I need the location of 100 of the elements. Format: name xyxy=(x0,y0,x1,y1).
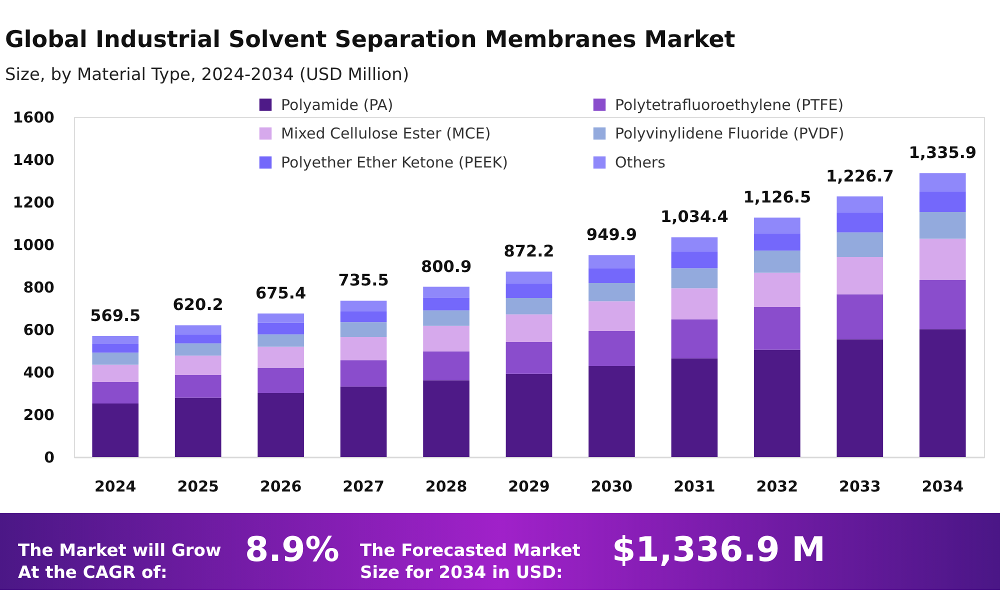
bar xyxy=(919,329,966,457)
total-label: 1,226.7 xyxy=(826,166,894,186)
bar xyxy=(340,386,387,457)
y-tick-label: 1000 xyxy=(12,236,54,254)
total-label: 800.9 xyxy=(420,256,472,276)
total-label: 1,034.4 xyxy=(660,207,728,226)
total-label: 735.5 xyxy=(338,270,389,290)
total-label: 675.4 xyxy=(256,283,306,302)
bar xyxy=(340,336,387,360)
bar xyxy=(258,346,304,368)
bar xyxy=(754,218,800,234)
bar xyxy=(919,280,966,330)
chart-subtitle: Size, by Material Type, 2024-2034 (USD Million) xyxy=(5,65,410,85)
bar xyxy=(588,268,635,283)
bar xyxy=(174,325,222,334)
bar xyxy=(506,342,552,374)
bar xyxy=(423,286,470,298)
bar xyxy=(92,364,139,382)
bar xyxy=(506,283,552,298)
total-label: 872.2 xyxy=(504,242,554,261)
bar xyxy=(836,212,884,232)
y-tick-label: 200 xyxy=(23,406,54,424)
bar xyxy=(919,238,966,280)
bar xyxy=(92,403,139,457)
bar xyxy=(836,196,884,212)
bar xyxy=(174,343,222,356)
bar xyxy=(671,319,718,358)
x-tick-label: 2025 xyxy=(177,478,219,496)
chart-title: Global Industrial Solvent Separation Membranes Market xyxy=(5,27,736,53)
y-tick-label: 0 xyxy=(44,448,54,466)
legend-label: Polytetrafluoroethylene (PTFE) xyxy=(615,96,844,114)
legend-label: Polyether Ether Ketone (PEEK) xyxy=(281,154,508,172)
x-tick-label: 2034 xyxy=(922,478,964,496)
bar xyxy=(258,368,304,394)
bar xyxy=(258,334,304,347)
total-label: 1,335.9 xyxy=(908,143,977,162)
bar xyxy=(671,251,718,268)
bar xyxy=(754,272,800,307)
bar xyxy=(340,311,387,322)
bar xyxy=(754,250,800,273)
total-label: 620.2 xyxy=(172,295,224,314)
bar xyxy=(506,272,552,284)
legend-label: Polyamide (PA) xyxy=(281,96,394,114)
bar xyxy=(754,350,800,457)
y-tick-label: 400 xyxy=(23,364,54,382)
bar xyxy=(671,237,718,252)
bar xyxy=(92,344,139,353)
x-tick-label: 2029 xyxy=(508,478,550,496)
x-tick-label: 2032 xyxy=(756,478,798,496)
x-tick-label: 2024 xyxy=(94,478,136,496)
total-label: 949.9 xyxy=(586,225,638,244)
bar xyxy=(588,255,635,268)
bar xyxy=(588,330,635,366)
bar xyxy=(919,173,966,192)
y-tick-label: 1600 xyxy=(12,108,54,126)
x-tick-label: 2028 xyxy=(425,478,468,496)
y-tick-label: 600 xyxy=(23,321,54,339)
bar xyxy=(588,366,635,457)
bar xyxy=(340,360,387,387)
bar xyxy=(423,326,470,352)
bar xyxy=(174,398,222,457)
bar xyxy=(174,356,222,375)
x-tick-label: 2027 xyxy=(342,478,384,496)
y-tick-label: 1200 xyxy=(12,194,54,212)
bar xyxy=(174,374,222,398)
total-label: 1,126.5 xyxy=(743,188,812,207)
bar xyxy=(506,374,552,457)
legend-label: Others xyxy=(615,154,666,172)
bar xyxy=(671,268,718,288)
bar xyxy=(506,314,552,342)
x-tick-label: 2030 xyxy=(590,478,633,496)
x-tick-label: 2026 xyxy=(260,478,302,496)
bar xyxy=(258,313,304,323)
bar xyxy=(340,300,387,312)
bar xyxy=(423,310,470,326)
text: The Market will Grow At the CAGR of: xyxy=(18,541,222,584)
bar xyxy=(340,322,387,337)
bar xyxy=(174,334,222,344)
bar xyxy=(671,358,718,457)
bar xyxy=(588,282,635,302)
x-tick-label: 2033 xyxy=(839,478,881,496)
bar xyxy=(836,232,884,258)
bar xyxy=(836,339,884,457)
bar xyxy=(919,191,966,212)
total-label: 569.5 xyxy=(90,306,141,325)
bar xyxy=(423,298,470,310)
bar xyxy=(92,352,139,365)
bar xyxy=(671,288,718,320)
legend-label: Mixed Cellulose Ester (MCE) xyxy=(281,124,491,142)
x-tick-label: 2031 xyxy=(674,478,716,496)
bar xyxy=(258,393,304,457)
bar xyxy=(92,336,139,344)
bar xyxy=(588,301,635,331)
bar xyxy=(92,382,139,404)
bar xyxy=(258,322,304,334)
bar xyxy=(423,380,470,457)
text: $1,336.9 M xyxy=(612,530,826,570)
bar xyxy=(754,233,800,251)
text: The Forecasted Market Size for 2034 in USD: xyxy=(360,541,580,584)
bar xyxy=(836,294,884,340)
